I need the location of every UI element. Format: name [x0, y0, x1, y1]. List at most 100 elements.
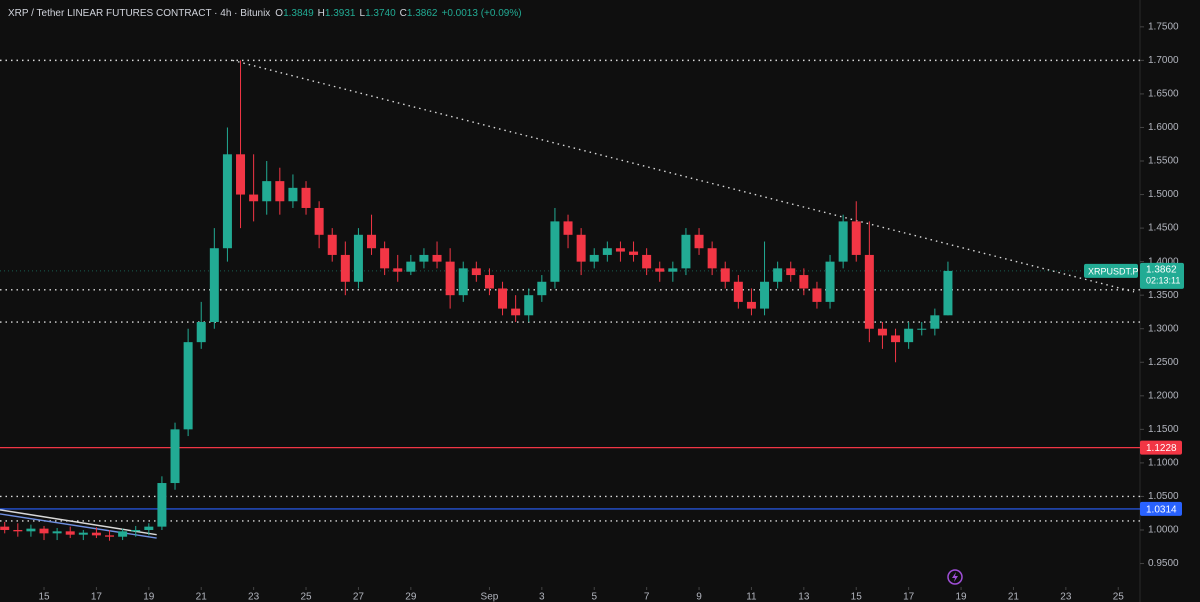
candle-body: [720, 268, 730, 282]
x-tick-label: 13: [798, 592, 810, 602]
x-tick-label: 23: [1060, 592, 1072, 602]
trendline: [232, 59, 1135, 293]
y-tick-label: 1.5500: [1148, 156, 1179, 167]
candle-body: [353, 234, 363, 282]
candle-body: [419, 254, 429, 262]
candle-body: [746, 301, 756, 309]
y-tick-label: 1.2000: [1148, 390, 1179, 401]
candle-body: [209, 248, 219, 323]
candle-body: [249, 194, 259, 202]
candle-body: [707, 248, 717, 269]
candle-body: [629, 251, 639, 255]
header: XRP / Tether LINEAR FUTURES CONTRACT · 4…: [8, 8, 522, 19]
header-text: O: [275, 8, 283, 19]
price-tag-label: 1.0314: [1146, 505, 1177, 516]
candle-body: [314, 207, 324, 235]
candle-body: [655, 268, 665, 272]
candle-body: [733, 281, 743, 302]
header-text: +0.0013 (+0.09%): [441, 8, 521, 19]
candle-body: [118, 531, 128, 537]
last-price-label: 1.3862: [1146, 265, 1177, 276]
x-tick-label: 19: [143, 592, 155, 602]
price-tag-label: 1.1228: [1146, 443, 1177, 454]
candle-body: [13, 529, 23, 532]
y-tick-label: 1.6500: [1148, 89, 1179, 100]
y-tick-label: 1.2500: [1148, 357, 1179, 368]
candle-body: [498, 288, 508, 309]
candle-body: [484, 275, 494, 289]
candle-body: [524, 295, 534, 316]
x-tick-label: 21: [1008, 592, 1020, 602]
x-tick-label: Sep: [481, 592, 499, 602]
candle-body: [144, 526, 154, 530]
candle-body: [511, 308, 521, 316]
header-text: C: [400, 8, 407, 19]
y-tick-label: 1.1500: [1148, 424, 1179, 435]
candle-body: [39, 528, 49, 534]
candle-body: [262, 181, 272, 202]
last-price-tag: [1140, 262, 1184, 289]
symbol-tag-label: XRPUSDT.P: [1088, 266, 1139, 276]
y-tick-label: 1.0500: [1148, 491, 1179, 502]
candle-body: [615, 248, 625, 252]
x-tick-label: 17: [91, 592, 103, 602]
y-tick-label: 1.7000: [1148, 55, 1179, 66]
symbol-tag: [1084, 263, 1138, 278]
y-tick-label: 1.7500: [1148, 21, 1179, 32]
header-text: H: [318, 8, 325, 19]
price-tag: [1140, 440, 1182, 455]
candle-body: [367, 234, 377, 249]
trendline: [0, 513, 157, 539]
candle-body: [327, 234, 337, 255]
candle-body: [432, 254, 442, 262]
header-text: L: [360, 8, 366, 19]
candle-body: [864, 254, 874, 329]
candle-body: [681, 234, 691, 269]
candle-body: [838, 221, 848, 262]
x-tick-label: 15: [851, 592, 863, 602]
x-tick-label: 15: [38, 592, 50, 602]
lightning-icon[interactable]: [947, 569, 963, 585]
candle-body: [943, 270, 953, 316]
header-text: 1.3849: [283, 8, 314, 19]
x-tick-label: 25: [1113, 592, 1125, 602]
candle-body: [91, 532, 101, 536]
x-tick-label: 21: [196, 592, 208, 602]
candle-body: [275, 181, 285, 202]
x-tick-label: 11: [746, 592, 757, 602]
candle-body: [773, 268, 783, 282]
candle-body: [196, 322, 206, 343]
candle-body: [340, 254, 350, 282]
candle-body: [78, 532, 88, 535]
y-tick-label: 0.9500: [1148, 558, 1179, 569]
candle-body: [26, 528, 36, 532]
candle-body: [0, 526, 10, 530]
candle-body: [236, 154, 246, 195]
price-tag: [1140, 501, 1182, 516]
candle-body: [917, 328, 927, 330]
candle-body: [760, 281, 770, 309]
header-text: 1.3931: [325, 8, 356, 19]
icon-ring: [947, 569, 963, 585]
y-tick-label: 1.3000: [1148, 323, 1179, 334]
x-tick-label: 3: [539, 592, 545, 602]
y-tick-label: 1.5000: [1148, 189, 1179, 200]
x-tick-label: 19: [955, 592, 967, 602]
candle-body: [537, 281, 547, 296]
candle-body: [170, 429, 180, 484]
candle-body: [183, 342, 193, 430]
candle-body: [694, 234, 704, 249]
candle-body: [786, 268, 796, 276]
candle-body: [576, 234, 586, 262]
candle-body: [65, 531, 75, 535]
icon-bolt: [952, 572, 958, 582]
x-tick-label: 23: [248, 592, 260, 602]
x-tick-label: 17: [903, 592, 915, 602]
countdown-label: 02:13:11: [1146, 275, 1180, 285]
header-text: XRP / Tether LINEAR FUTURES CONTRACT · 4…: [8, 8, 270, 19]
candle-body: [380, 248, 390, 269]
candle-body: [668, 268, 678, 272]
